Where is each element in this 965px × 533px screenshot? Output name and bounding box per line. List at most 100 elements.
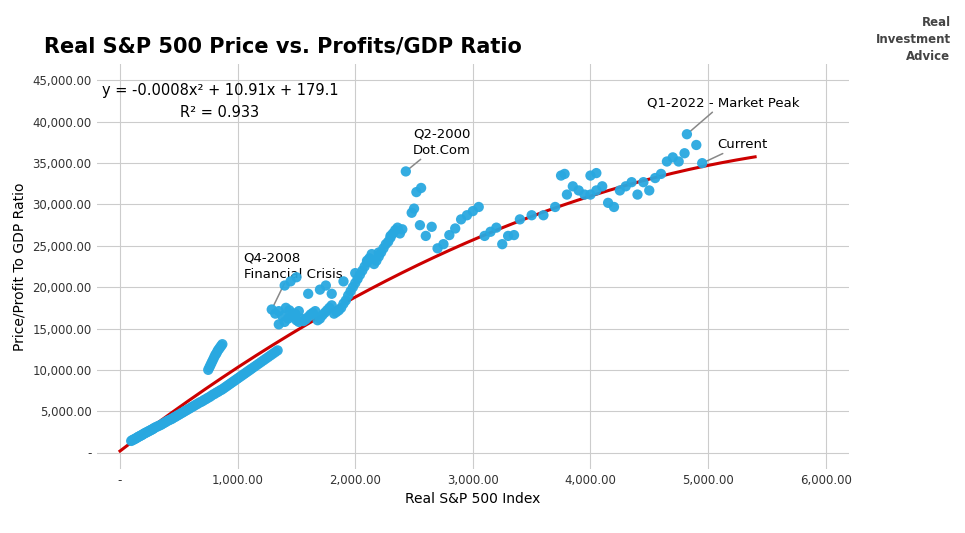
Point (187, 401, 203, 409)
Point (354, 266, 370, 275)
Point (310, 316, 325, 325)
Point (359, 258, 374, 266)
Point (375, 244, 391, 253)
Point (204, 358, 219, 367)
Point (295, 317, 311, 325)
Point (471, 203, 486, 211)
Point (212, 386, 228, 395)
Point (424, 223, 439, 231)
Point (347, 269, 363, 277)
Point (413, 184, 428, 192)
Point (225, 378, 240, 386)
Point (553, 171, 568, 180)
Point (271, 320, 287, 329)
Point (182, 404, 198, 413)
Point (313, 285, 328, 294)
Point (208, 349, 224, 358)
Point (197, 395, 212, 404)
Point (583, 171, 598, 180)
Point (261, 353, 276, 361)
Point (300, 289, 316, 298)
Point (281, 314, 296, 323)
Point (319, 306, 335, 314)
Point (133, 431, 149, 440)
Point (612, 186, 627, 195)
Point (589, 186, 604, 195)
Point (642, 186, 657, 195)
Text: Real S&P 500 Price vs. Profits/GDP Ratio: Real S&P 500 Price vs. Profits/GDP Ratio (43, 37, 522, 57)
Point (308, 307, 323, 316)
Point (201, 366, 216, 374)
Text: Current: Current (706, 138, 768, 161)
Point (283, 277, 298, 286)
Point (630, 190, 646, 199)
Point (207, 351, 223, 359)
Point (618, 182, 633, 191)
Text: Real
Investment
Advice: Real Investment Advice (875, 16, 951, 63)
Point (557, 169, 572, 178)
Point (184, 403, 200, 411)
Point (679, 130, 695, 139)
Point (155, 419, 171, 427)
Point (151, 422, 166, 430)
Point (343, 287, 358, 296)
Point (318, 281, 334, 290)
Point (174, 409, 189, 417)
Point (180, 405, 196, 414)
Point (589, 169, 604, 177)
Point (409, 188, 425, 196)
Point (404, 208, 420, 217)
Point (362, 254, 377, 262)
Point (189, 400, 205, 408)
Point (547, 203, 563, 211)
Point (594, 182, 610, 191)
Point (399, 167, 414, 176)
Point (288, 309, 303, 318)
Point (202, 363, 217, 372)
Point (142, 426, 157, 435)
Point (125, 435, 141, 444)
Point (395, 225, 410, 233)
Point (270, 346, 286, 354)
Point (334, 304, 349, 312)
Point (136, 429, 152, 438)
Point (124, 436, 140, 445)
Point (512, 215, 528, 224)
Point (406, 204, 422, 213)
Point (242, 366, 258, 374)
Point (208, 389, 224, 397)
Point (317, 309, 332, 317)
Point (600, 199, 616, 207)
Point (207, 353, 222, 362)
Point (378, 240, 394, 248)
Point (251, 359, 266, 368)
Point (146, 424, 161, 433)
Point (364, 250, 379, 259)
Point (648, 174, 663, 182)
Point (202, 393, 217, 401)
Point (235, 370, 251, 379)
Point (565, 182, 581, 191)
Point (219, 382, 234, 390)
Point (289, 316, 304, 325)
Point (130, 433, 146, 441)
Point (671, 157, 686, 166)
Point (385, 229, 400, 238)
Point (371, 252, 386, 261)
Point (203, 361, 218, 369)
X-axis label: Real S&P 500 Index: Real S&P 500 Index (405, 492, 540, 506)
Point (392, 229, 407, 238)
Point (300, 313, 316, 321)
Point (369, 256, 384, 265)
Point (352, 271, 368, 279)
Point (206, 390, 221, 399)
Point (227, 377, 242, 385)
Point (127, 434, 143, 443)
Point (282, 306, 297, 314)
Point (152, 421, 168, 430)
Point (293, 314, 309, 323)
Point (338, 296, 353, 305)
Point (418, 232, 433, 240)
Point (357, 262, 372, 271)
Point (624, 178, 640, 187)
